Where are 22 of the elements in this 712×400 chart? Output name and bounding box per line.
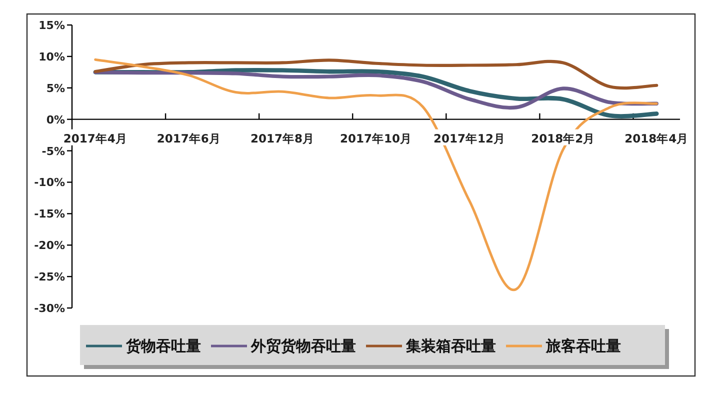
- y-tick-label: -20%: [34, 239, 65, 252]
- y-tick-label: -25%: [34, 270, 65, 284]
- y-tick-label: -30%: [34, 302, 65, 315]
- line-series: [94, 70, 658, 110]
- x-tick-label: 2017年4月: [63, 131, 128, 146]
- y-tick-label: 5%: [46, 82, 65, 95]
- x-tick-label: 2017年8月: [250, 131, 314, 146]
- x-tick-label: 2017年12月: [434, 131, 506, 146]
- legend-label: 外贸货物吞吐量: [250, 337, 356, 355]
- x-tick-label: 2018年2月: [531, 131, 596, 146]
- y-tick-label: -5%: [42, 144, 65, 158]
- legend-label: 旅客吞吐量: [545, 337, 621, 355]
- y-tick-label: 10%: [38, 50, 65, 64]
- x-tick-label: 2017年6月: [156, 131, 221, 146]
- x-tick-label: 2018年4月: [624, 131, 689, 146]
- y-tick-label: 15%: [38, 19, 65, 32]
- y-tick-label: -15%: [34, 208, 65, 221]
- legend-label: 货物吞吐量: [125, 337, 201, 355]
- y-tick-label: 0%: [46, 113, 65, 126]
- y-tick-label: -10%: [34, 176, 65, 190]
- legend-label: 集装箱吞吐量: [405, 337, 496, 355]
- x-tick-label: 2017年10月: [340, 131, 412, 146]
